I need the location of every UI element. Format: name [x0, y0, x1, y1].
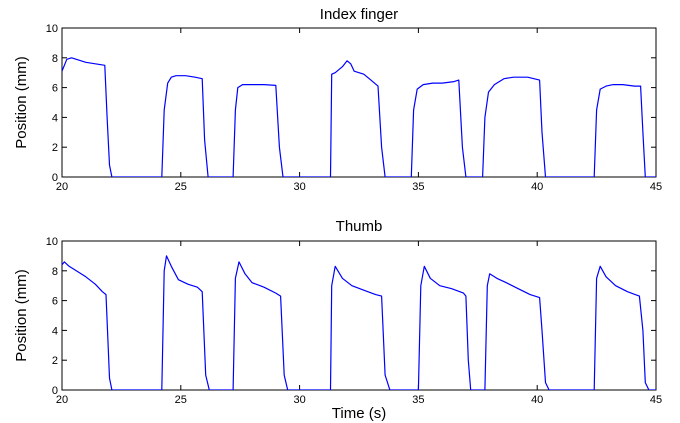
thumb-ytick-label: 2 — [52, 355, 58, 367]
index-finger-ytick-label: 8 — [52, 53, 58, 65]
index-finger-axes-frame — [61, 27, 657, 178]
index-finger-xtick-label: 25 — [175, 181, 187, 193]
index-finger-ylabel: Position (mm) — [13, 56, 30, 149]
index-finger-ytick-label: 2 — [52, 142, 58, 154]
thumb-ytick-label: 0 — [52, 385, 58, 397]
index-finger-xtick-label: 30 — [293, 181, 305, 193]
index-finger-ytick-label: 6 — [52, 83, 58, 95]
thumb-ylabel: Position (mm) — [13, 269, 30, 362]
index-finger-xtick-label: 35 — [412, 181, 424, 193]
thumb-title: Thumb — [336, 218, 383, 235]
thumb-xtick-label: 20 — [56, 394, 68, 406]
index-finger-title: Index finger — [320, 6, 398, 23]
thumb-ytick-label: 10 — [46, 236, 58, 248]
index-finger-ytick-label: 4 — [52, 112, 58, 124]
thumb-xtick-label: 30 — [293, 394, 305, 406]
thumb-axes-frame — [61, 240, 657, 391]
thumb-ytick-label: 8 — [52, 266, 58, 278]
thumb-xtick-label: 25 — [175, 394, 187, 406]
index-finger-xtick-label: 20 — [56, 181, 68, 193]
time-xlabel: Time (s) — [332, 405, 386, 422]
index-finger-xtick-label: 45 — [650, 181, 662, 193]
thumb-xtick-label: 35 — [412, 394, 424, 406]
thumb-panel: Thumb Position (mm) Time (s) 20 25 30 35 40 4… — [13, 218, 662, 422]
index-finger-xtick-label: 40 — [531, 181, 543, 193]
thumb-xtick-label: 40 — [531, 394, 543, 406]
index-finger-ytick-label: 0 — [52, 172, 58, 184]
thumb-ytick-label: 6 — [52, 296, 58, 308]
thumb-series-line — [62, 255, 656, 390]
index-finger-panel: Index finger Position (mm) 20 25 30 35 40 45 0… — [13, 6, 662, 193]
thumb-xtick-label: 45 — [650, 394, 662, 406]
index-finger-series-line — [62, 57, 656, 177]
thumb-ytick-label: 4 — [52, 325, 58, 337]
index-finger-ytick-label: 10 — [46, 23, 58, 35]
